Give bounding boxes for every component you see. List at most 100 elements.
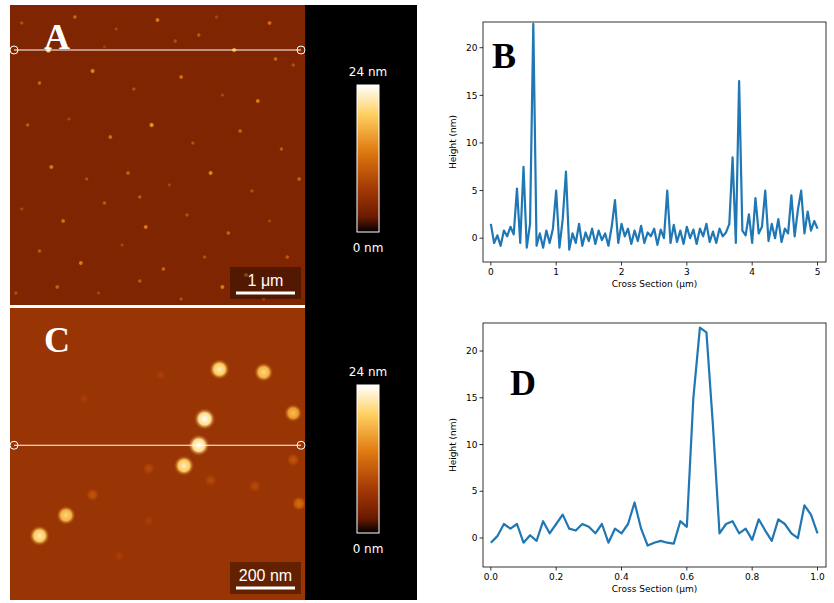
scale-bar-backing (230, 267, 301, 299)
x-axis-title: Cross Section (μm) (612, 279, 697, 289)
particle (19, 21, 24, 26)
particle (86, 488, 100, 502)
x-tick (490, 567, 491, 571)
particle (297, 176, 302, 181)
x-tick (621, 567, 622, 571)
x-tick-label: 2 (619, 267, 625, 277)
y-tick (480, 351, 484, 352)
scale-bar (236, 292, 295, 295)
particle (291, 63, 296, 68)
x-tick (686, 567, 687, 571)
y-tick-label: 20 (466, 43, 478, 53)
particle (72, 14, 77, 19)
particle (149, 122, 155, 128)
particle (220, 93, 225, 98)
particle (196, 33, 201, 38)
x-tick (621, 262, 622, 266)
x-tick (752, 567, 753, 571)
particle (37, 249, 42, 254)
particle (137, 279, 142, 284)
x-tick-label: 0.8 (745, 572, 760, 582)
plot-data (491, 24, 818, 250)
x-tick-label: 0.0 (484, 572, 499, 582)
figure: A1 μm24 nm0 nm01234505101520Cross Sectio… (0, 0, 834, 603)
colorbar-panel (305, 5, 417, 600)
particle (255, 98, 261, 104)
afm-image (10, 5, 305, 305)
particle (60, 218, 65, 223)
plot-area (483, 323, 826, 567)
particle (114, 27, 119, 32)
y-tick-label: 10 (466, 138, 478, 148)
x-axis-title: Cross Section (μm) (612, 584, 697, 594)
scale-bar-label: 1 μm (248, 272, 284, 289)
y-tick-label: 0 (472, 233, 478, 243)
x-tick (817, 262, 818, 266)
line-chart: 01234505101520Cross Section (μm)Height (… (448, 22, 826, 289)
particle (226, 230, 231, 235)
profile-line (14, 445, 301, 446)
particle (125, 170, 130, 175)
y-tick-label: 15 (466, 393, 477, 403)
scale-bar (236, 587, 295, 590)
particle (102, 201, 107, 206)
particle (113, 550, 126, 563)
particle (102, 45, 106, 49)
particle (142, 462, 155, 475)
y-tick-label: 20 (466, 346, 478, 356)
particle (90, 68, 96, 74)
y-tick-label: 10 (466, 440, 478, 450)
profile-curve (491, 328, 818, 546)
afm-background (10, 5, 305, 305)
line-chart: 0.00.20.40.60.81.005101520Cross Section … (448, 323, 826, 594)
particle (286, 453, 300, 467)
y-tick (480, 491, 484, 492)
particle (137, 195, 142, 200)
particle (25, 123, 30, 128)
profile-end (297, 46, 305, 54)
panel-letter: B (492, 36, 516, 76)
particle (191, 141, 196, 146)
particle (254, 362, 274, 382)
x-tick-label: 4 (749, 267, 755, 277)
profile-end (10, 441, 18, 449)
particle (250, 189, 255, 194)
particle (204, 474, 217, 487)
x-tick-label: 0 (488, 267, 494, 277)
x-tick-label: 1.0 (810, 572, 825, 582)
particle (238, 128, 243, 133)
particle (49, 164, 55, 170)
x-tick-label: 1 (553, 267, 559, 277)
particle (267, 20, 272, 25)
y-tick-label: 5 (472, 486, 478, 496)
scale-bar-label: 200 nm (239, 567, 292, 584)
y-tick (480, 238, 484, 239)
x-tick (686, 262, 687, 266)
particle (154, 369, 167, 382)
x-tick (752, 262, 753, 266)
particle (185, 213, 190, 218)
particle (178, 74, 183, 79)
y-tick (480, 142, 484, 143)
particle (84, 177, 89, 182)
x-tick (817, 567, 818, 571)
particle (209, 359, 230, 380)
particle (284, 404, 303, 423)
afm-image (10, 308, 305, 600)
afm-image-panel: C 200 nm (10, 308, 307, 600)
panel-letter: A (44, 17, 70, 57)
colorbar (357, 85, 379, 232)
particle (273, 56, 278, 61)
afm-background (10, 308, 305, 600)
particle (132, 87, 137, 92)
y-tick-label: 15 (466, 91, 477, 101)
x-tick-label: 0.2 (549, 572, 563, 582)
panel-letter: C (44, 320, 70, 360)
particle (267, 219, 272, 224)
profile-end (10, 46, 18, 54)
particle (77, 392, 90, 405)
y-tick (480, 397, 484, 398)
particle (29, 525, 50, 546)
particle (179, 297, 184, 302)
plot-area (483, 22, 826, 262)
